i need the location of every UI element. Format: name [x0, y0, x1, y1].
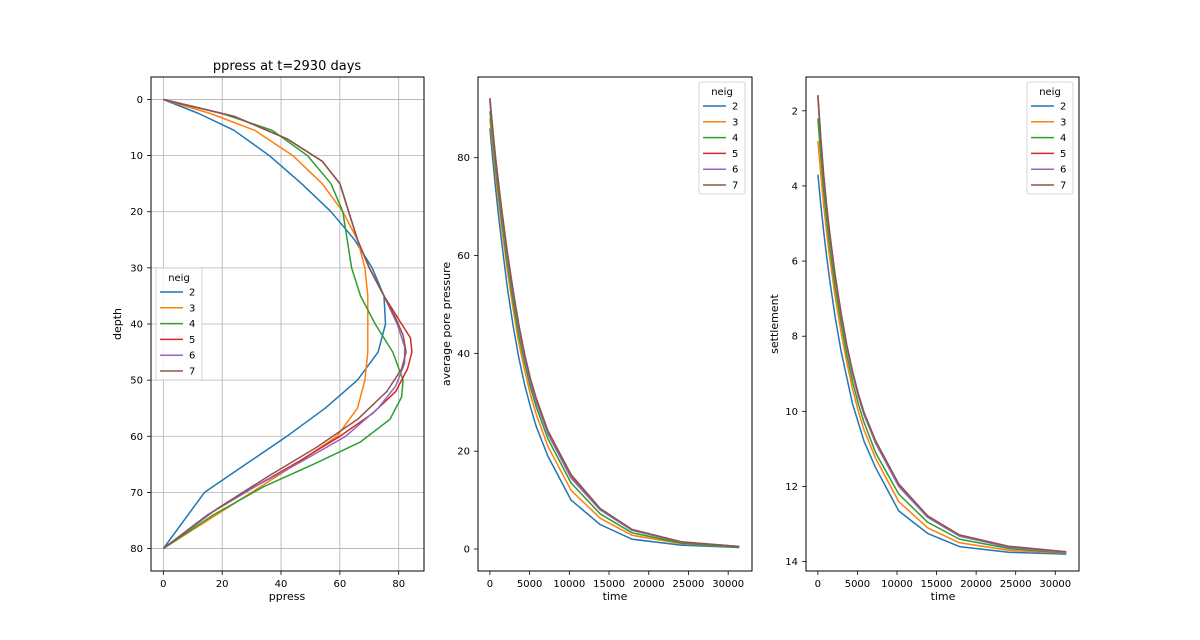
series-lines — [817, 94, 1067, 555]
legend-label-6: 6 — [189, 351, 195, 362]
legend-label-3: 3 — [732, 117, 738, 128]
y-tick-label: 10 — [130, 151, 143, 162]
legend-label-7: 7 — [732, 181, 738, 192]
legend-label-6: 6 — [732, 165, 738, 176]
x-tick-label: 25000 — [1000, 579, 1032, 590]
x-tick-label: 20 — [216, 579, 229, 590]
y-tick-label: 30 — [130, 263, 143, 274]
y-axis-label: depth — [111, 308, 124, 340]
x-ticks: 0 5000 10000 15000 20000 25000 30000 — [815, 571, 1071, 590]
x-tick-label: 30000 — [712, 579, 744, 590]
x-tick-label: 15000 — [921, 579, 953, 590]
x-tick-label: 0 — [487, 579, 493, 590]
y-tick-label: 20 — [130, 207, 143, 218]
legend-label-4: 4 — [189, 319, 195, 330]
x-tick-label: 80 — [392, 579, 405, 590]
x-tick-label: 5000 — [517, 579, 542, 590]
plot-frame — [805, 76, 1080, 572]
series-lines — [162, 98, 413, 550]
series-line-neig-4 — [162, 98, 404, 550]
y-tick-label: 40 — [130, 320, 143, 331]
x-tick-label: 20000 — [960, 579, 992, 590]
x-axis-label: ppress — [269, 590, 306, 603]
x-axis-label: time — [931, 590, 956, 603]
x-axis-label: time — [603, 590, 628, 603]
x-tick-label: 5000 — [845, 579, 870, 590]
legend-label-5: 5 — [732, 149, 738, 160]
legend-title: neig — [711, 87, 733, 98]
panel-title: ppress at t=2930 days — [213, 59, 362, 74]
x-ticks: 0 5000 10000 15000 20000 25000 30000 — [487, 571, 744, 590]
y-tick-label: 12 — [785, 482, 798, 493]
legend-label-7: 7 — [1060, 181, 1066, 192]
y-axis-label: settlement — [768, 293, 781, 353]
y-ticks: 0 10 20 30 40 50 60 70 80 — [130, 95, 151, 555]
legend-title: neig — [1039, 87, 1061, 98]
y-tick-label: 10 — [785, 407, 798, 418]
series-line-neig-4 — [489, 111, 740, 548]
legend: neig 2 3 4 5 6 7 — [1026, 81, 1074, 195]
y-tick-label: 4 — [792, 181, 798, 192]
x-tick-label: 20000 — [633, 579, 665, 590]
legend-label-4: 4 — [1060, 133, 1066, 144]
x-tick-label: 10000 — [553, 579, 585, 590]
x-tick-label: 60 — [333, 579, 346, 590]
y-ticks: 0 20 40 60 80 — [457, 153, 478, 555]
series-line-neig-7 — [489, 97, 740, 548]
y-tick-label: 0 — [137, 95, 143, 106]
y-tick-label: 80 — [457, 153, 470, 164]
series-line-neig-7 — [162, 98, 407, 550]
y-tick-label: 14 — [785, 557, 798, 568]
pore-pressure-panel: 0 5000 10000 15000 20000 25000 30000 0 20 40 60 80… — [440, 76, 753, 603]
series-line-neig-7 — [817, 94, 1067, 553]
y-tick-label: 0 — [464, 544, 470, 555]
series-line-neig-3 — [489, 118, 740, 548]
legend: neig 2 3 4 5 6 7 — [698, 81, 746, 195]
x-tick-label: 0 — [160, 579, 166, 590]
legend-label-3: 3 — [189, 303, 195, 314]
settlement-panel: 0 5000 10000 15000 20000 25000 30000 2 4 6 8 10 12 1… — [768, 76, 1080, 603]
y-tick-label: 80 — [130, 544, 143, 555]
y-tick-label: 20 — [457, 447, 470, 458]
legend-label-4: 4 — [732, 133, 738, 144]
series-line-neig-4 — [817, 118, 1067, 554]
x-tick-label: 30000 — [1039, 579, 1071, 590]
legend-label-3: 3 — [1060, 117, 1066, 128]
y-tick-label: 8 — [792, 332, 798, 343]
series-line-neig-2 — [489, 128, 740, 549]
legend-label-7: 7 — [189, 367, 195, 378]
y-axis-label: average pore pressure — [440, 262, 453, 387]
y-tick-label: 40 — [457, 349, 470, 360]
legend-label-2: 2 — [732, 102, 738, 113]
y-tick-label: 60 — [130, 432, 143, 443]
y-tick-label: 6 — [792, 257, 798, 268]
series-lines — [489, 97, 740, 549]
x-tick-label: 0 — [815, 579, 821, 590]
legend-title: neig — [168, 273, 190, 284]
legend-label-2: 2 — [189, 288, 195, 299]
plot-frame — [477, 76, 753, 572]
x-tick-label: 10000 — [881, 579, 913, 590]
legend-label-5: 5 — [1060, 149, 1066, 160]
legend-label-5: 5 — [189, 335, 195, 346]
y-tick-label: 50 — [130, 376, 143, 387]
legend-label-2: 2 — [1060, 102, 1066, 113]
x-tick-label: 25000 — [673, 579, 705, 590]
y-tick-label: 60 — [457, 251, 470, 262]
legend: neig 2 3 4 5 6 7 — [155, 267, 203, 381]
series-line-neig-3 — [817, 140, 1067, 555]
legend-label-6: 6 — [1060, 165, 1066, 176]
x-tick-label: 40 — [275, 579, 288, 590]
ppress-depth-panel: ppress at t=2930 days 0 20 40 60 80 0 10 20 30 4… — [111, 59, 425, 603]
y-tick-label: 70 — [130, 488, 143, 499]
x-tick-label: 15000 — [593, 579, 625, 590]
y-ticks: 2 4 6 8 10 12 14 — [785, 106, 806, 568]
series-line-neig-2 — [817, 174, 1067, 555]
y-tick-label: 2 — [792, 106, 798, 117]
x-ticks: 0 20 40 60 80 — [160, 571, 405, 590]
